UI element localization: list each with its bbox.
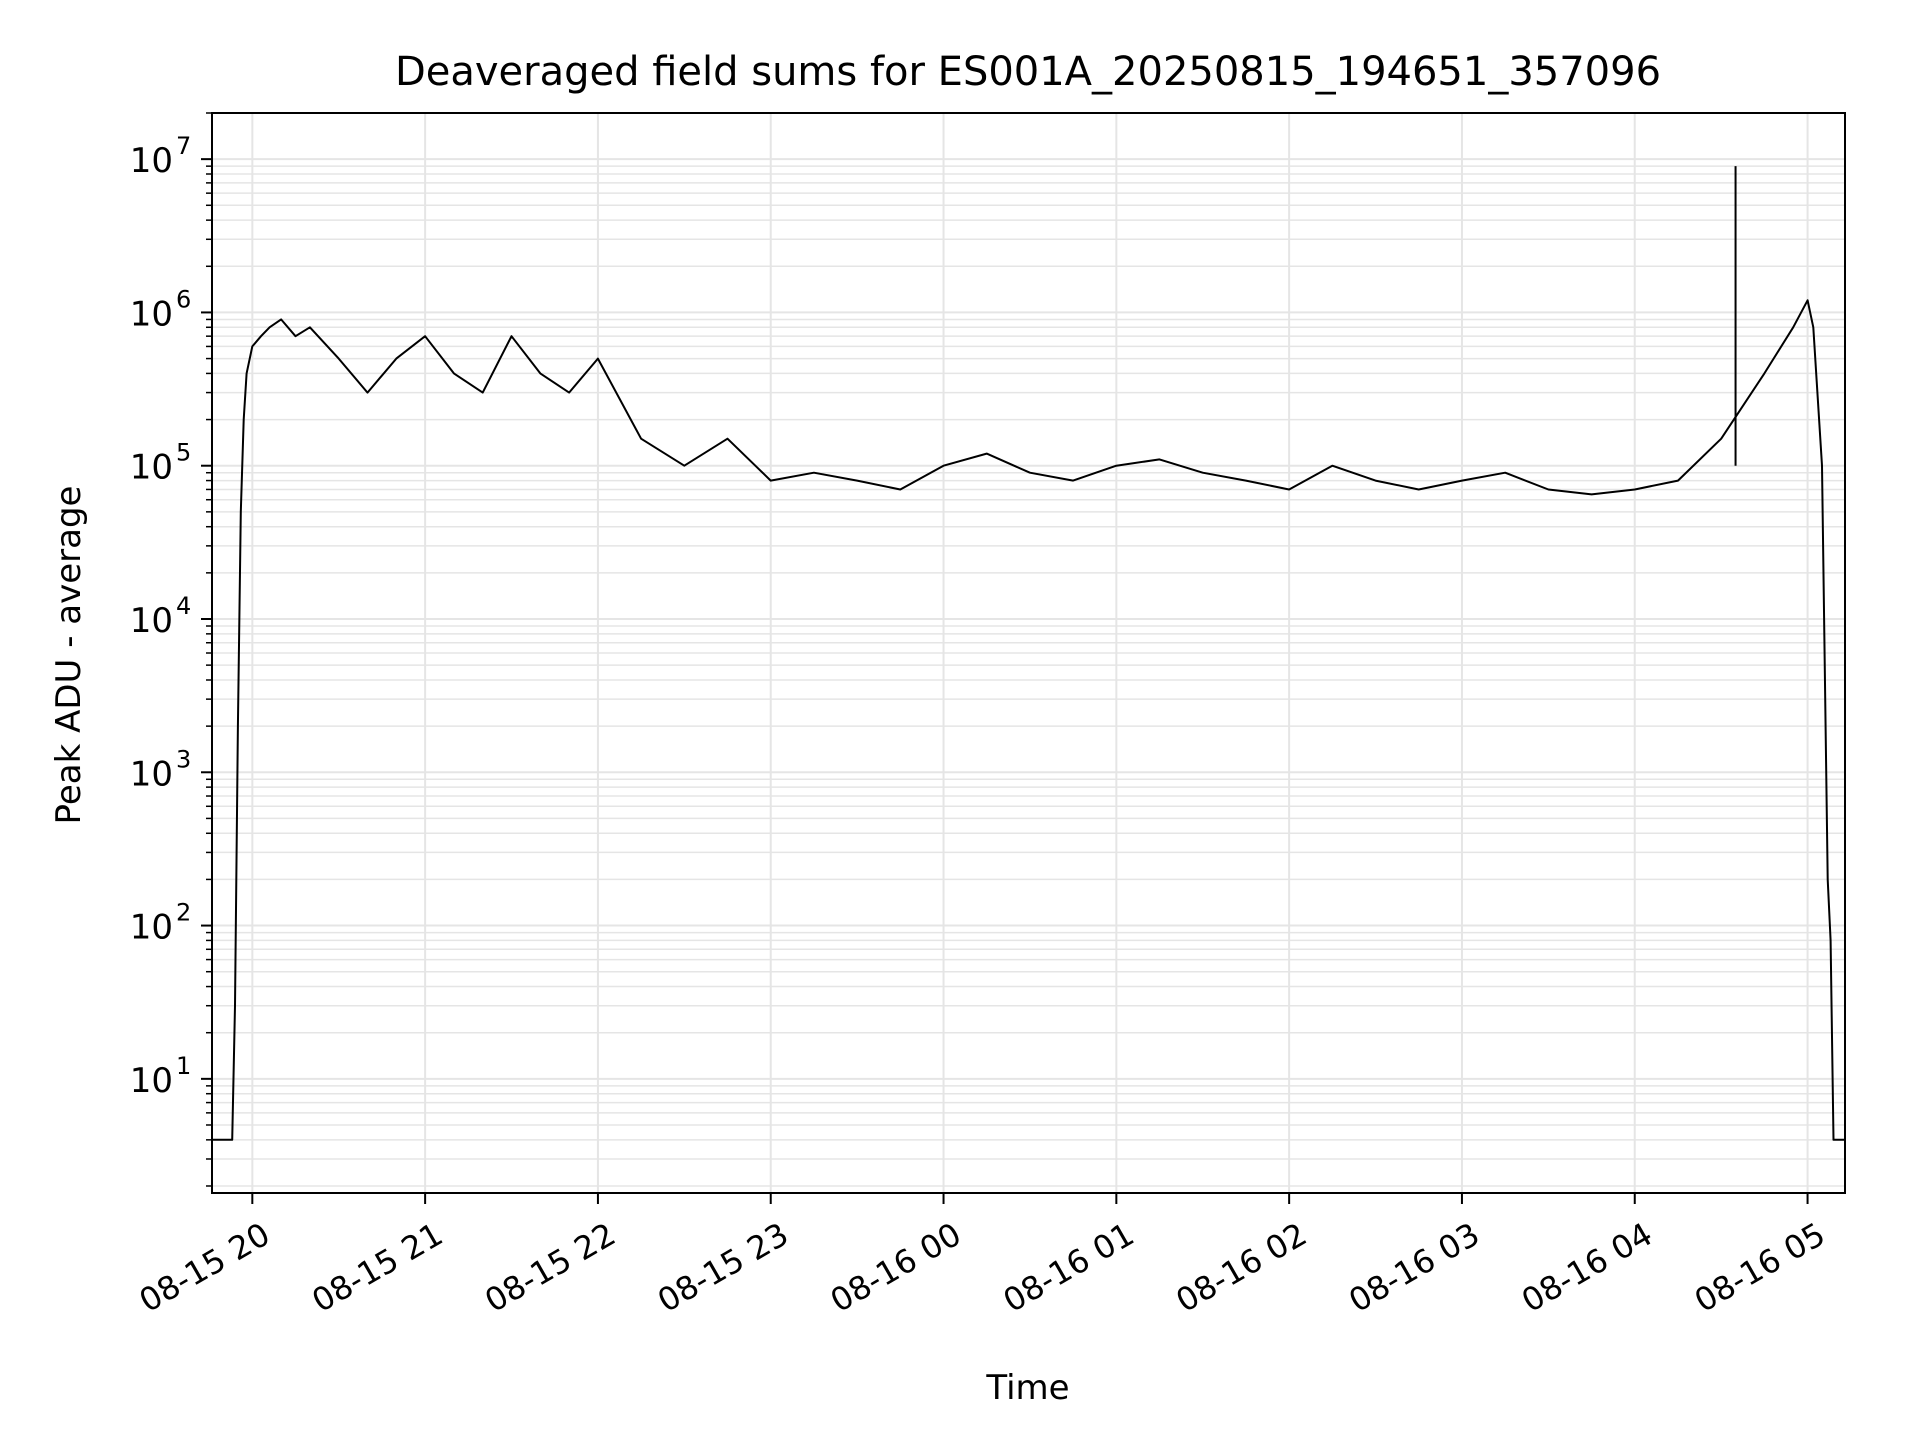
y-tick-label: 10 xyxy=(130,908,173,948)
y-tick-exponent: 3 xyxy=(176,745,191,773)
grid-layer xyxy=(212,112,1845,1193)
y-axis-label: Peak ADU - average xyxy=(49,486,89,825)
y-tick-exponent: 7 xyxy=(176,132,191,160)
y-tick-label: 10 xyxy=(130,1061,173,1101)
series-line-0 xyxy=(212,299,1845,1141)
x-axis-label: Time xyxy=(985,1368,1069,1408)
data-layer xyxy=(212,166,1845,1141)
y-tick-label: 10 xyxy=(130,448,173,488)
y-tick-label: 10 xyxy=(130,754,173,794)
y-tick-label: 10 xyxy=(130,141,173,181)
y-tick-exponent: 1 xyxy=(176,1052,191,1080)
y-tick-exponent: 6 xyxy=(176,285,191,313)
chart-title: Deaveraged field sums for ES001A_2025081… xyxy=(395,49,1661,95)
y-tick-label: 10 xyxy=(130,601,173,641)
y-tick-label: 10 xyxy=(130,294,173,334)
y-tick-exponent: 2 xyxy=(176,899,191,927)
y-tick-exponent: 4 xyxy=(176,592,191,620)
y-tick-exponent: 5 xyxy=(176,439,191,467)
